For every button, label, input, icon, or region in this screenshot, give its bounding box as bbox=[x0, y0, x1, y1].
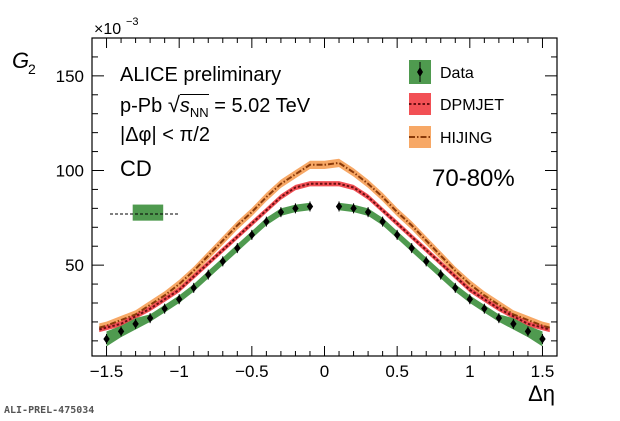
legend-data-marker bbox=[417, 67, 423, 77]
series-lines bbox=[99, 161, 550, 331]
data-point bbox=[335, 201, 343, 211]
s-symbol: s bbox=[179, 95, 190, 117]
y-tick-label: 50 bbox=[65, 256, 84, 275]
axis-text: −1.5 −1 −0.5 0 0.5 1 1.5 50 100 150 Δη G2 ×10 −3 bbox=[12, 16, 555, 406]
data-point bbox=[466, 294, 474, 304]
normalization-box bbox=[132, 204, 164, 221]
x-tick-label: 0 bbox=[320, 362, 329, 381]
legend-hijing-swatch bbox=[409, 126, 431, 148]
x-tick-label: −0.5 bbox=[235, 362, 269, 381]
annotation-delta-phi: |Δφ| < π/2 bbox=[120, 124, 210, 146]
data-point bbox=[495, 313, 503, 323]
x-tick-label: −1 bbox=[169, 362, 188, 381]
y-tick-label: 100 bbox=[56, 162, 84, 181]
data-point bbox=[306, 201, 314, 211]
data-point bbox=[510, 319, 517, 329]
data-point bbox=[146, 313, 154, 323]
x-axis-title: Δη bbox=[528, 381, 555, 406]
data-points bbox=[103, 201, 546, 344]
data-point bbox=[437, 270, 444, 280]
y-axis-title-subscript: 2 bbox=[28, 61, 36, 77]
data-point bbox=[452, 283, 459, 293]
annotation-collision-energy: p-Pb √sNN = 5.02 TeV bbox=[120, 92, 310, 120]
collision-system: p-Pb bbox=[120, 95, 163, 117]
y-tick-label: 150 bbox=[56, 67, 84, 86]
axis-ticks bbox=[91, 37, 558, 356]
energy-value: = 5.02 TeV bbox=[214, 95, 311, 117]
x-tick-label: 0.5 bbox=[385, 362, 409, 381]
y-axis-title: G bbox=[12, 48, 29, 73]
legend-label-dpmjet: DPMJET bbox=[440, 97, 504, 114]
data-point bbox=[161, 304, 168, 314]
data-point bbox=[190, 283, 197, 293]
data-point bbox=[350, 203, 357, 213]
data-point bbox=[234, 243, 241, 253]
preliminary-id: ALI-PREL-475034 bbox=[4, 405, 95, 416]
legend-label-hijing: HIJING bbox=[440, 130, 492, 147]
sqrt-sign: √ bbox=[167, 92, 180, 117]
data-point bbox=[277, 207, 285, 217]
data-point bbox=[263, 217, 270, 227]
data-point bbox=[132, 319, 139, 329]
x-tick-label: −1.5 bbox=[90, 362, 124, 381]
x-tick-label: 1.5 bbox=[531, 362, 555, 381]
data-point bbox=[481, 304, 488, 314]
data-point bbox=[423, 256, 430, 266]
legend-label-data: Data bbox=[440, 65, 474, 82]
sqrt-content: sNN bbox=[179, 94, 209, 120]
dpmjet-line bbox=[99, 182, 550, 331]
y-multiplier-exponent: −3 bbox=[126, 16, 139, 28]
legend: Data DPMJET HIJING bbox=[409, 60, 504, 148]
data-point bbox=[539, 334, 546, 344]
x-tick-label: 1 bbox=[465, 362, 474, 381]
data-point bbox=[524, 326, 532, 336]
data-point bbox=[103, 334, 110, 344]
nn-subscript: NN bbox=[189, 105, 209, 120]
data-point bbox=[393, 230, 401, 240]
annotation-alice-preliminary: ALICE preliminary bbox=[120, 64, 282, 86]
data-point bbox=[248, 230, 256, 240]
data-point bbox=[408, 243, 415, 253]
data-point bbox=[117, 326, 125, 336]
data-point bbox=[175, 294, 183, 304]
annotation-centrality: 70-80% bbox=[432, 165, 515, 192]
data-point bbox=[292, 203, 299, 213]
annotation-cd: CD bbox=[120, 156, 152, 181]
y-multiplier: ×10 bbox=[94, 21, 121, 38]
data-point bbox=[379, 217, 386, 227]
data-point bbox=[219, 256, 226, 266]
data-point bbox=[205, 270, 212, 280]
data-point bbox=[364, 207, 372, 217]
